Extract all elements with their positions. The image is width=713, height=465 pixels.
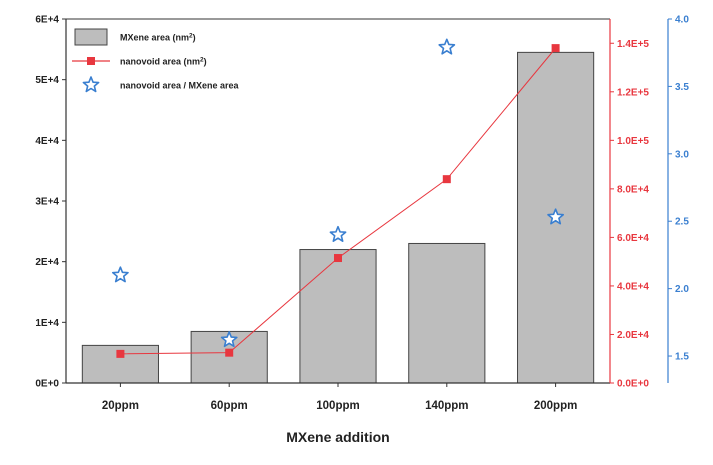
x-tick-label-100ppm: 100ppm [316,400,359,412]
left-tick-label: 5E+4 [35,75,59,86]
red-tick-label: 6.0E+4 [617,233,649,244]
nanovoid-point-200ppm [551,44,560,53]
legend-label-2: nanovoid area (nm2) [120,56,207,67]
blue-tick-label: 4.0 [675,15,689,26]
x-tick-label-200ppm: 200ppm [534,400,577,412]
bar-140ppm [408,242,486,384]
bar-100ppm [299,249,377,384]
red-tick-label: 1.0E+5 [617,136,649,147]
left-tick-label: 3E+4 [35,197,59,208]
ratio-point-140ppm [438,38,456,55]
nanovoid-point-20ppm [116,349,125,358]
axes: 0E+0 1E+4 2E+4 3E+4 4E+4 5E+4 6E+4 0.0E+0 2.0E+4… [35,15,689,413]
x-tick-label-20ppm: 20ppm [102,400,139,412]
blue-tick-label: 1.5 [675,352,689,363]
blue-tick-label: 2.0 [675,284,689,295]
legend-line-marker [87,57,95,65]
red-tick-label: 4.0E+4 [617,281,649,292]
nanovoid-point-140ppm [442,175,451,184]
x-tick-label-60ppm: 60ppm [211,400,248,412]
legend-label-1: MXene area (nm2) [120,32,196,43]
legend-superscript: 2 [200,56,204,63]
legend: MXene area (nm2) nanovoid area (nm2) nanov… [72,28,240,93]
nanovoid-point-60ppm [225,348,234,357]
left-tick-label: 0E+0 [35,379,59,390]
red-tick-label: 0.0E+0 [617,379,649,390]
left-tick-label: 4E+4 [35,136,59,147]
left-tick-label: 2E+4 [35,257,59,268]
left-tick-label: 6E+4 [35,15,59,26]
blue-tick-label: 3.0 [675,149,689,160]
nanovoid-point-100ppm [334,254,342,263]
ratio-point-100ppm [329,225,347,242]
legend-superscript: 2 [189,32,193,39]
legend-bar-swatch [74,28,108,46]
plot-area [81,38,595,384]
blue-tick-label: 2.5 [675,217,689,228]
ratio-point-200ppm [547,208,565,225]
blue-tick-label: 3.5 [675,82,689,93]
left-tick-label: 1E+4 [35,318,59,329]
legend-label-3: nanovoid area / MXene area [120,81,240,91]
ratio-point-60ppm [220,331,238,348]
red-tick-label: 2.0E+4 [617,330,649,341]
red-tick-label: 8.0E+4 [617,184,649,195]
legend-star-swatch [82,76,100,93]
legend-label-end: ) [193,33,196,43]
x-axis-label: MXene addition [286,429,389,445]
legend-label-end: ) [204,57,207,67]
red-tick-label: 1.4E+5 [617,39,649,50]
red-tick-label: 1.2E+5 [617,87,649,98]
ratio-point-20ppm [111,266,129,283]
x-tick-label-140ppm: 140ppm [425,400,468,412]
